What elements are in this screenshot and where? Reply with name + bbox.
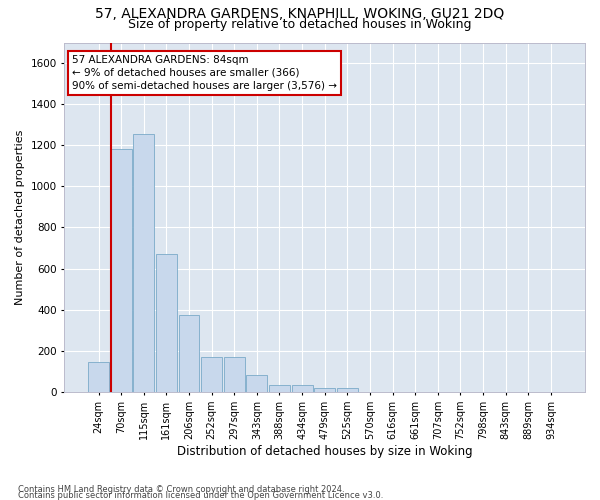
Bar bbox=[179, 315, 199, 392]
Text: Size of property relative to detached houses in Woking: Size of property relative to detached ho… bbox=[128, 18, 472, 31]
Bar bbox=[247, 376, 267, 392]
Bar bbox=[314, 388, 335, 392]
Bar bbox=[133, 134, 154, 392]
Y-axis label: Number of detached properties: Number of detached properties bbox=[15, 130, 25, 305]
Bar bbox=[269, 384, 290, 392]
Bar bbox=[337, 388, 358, 392]
Bar bbox=[156, 254, 177, 392]
Bar bbox=[88, 362, 109, 392]
Text: Contains HM Land Registry data © Crown copyright and database right 2024.: Contains HM Land Registry data © Crown c… bbox=[18, 485, 344, 494]
Bar bbox=[292, 384, 313, 392]
X-axis label: Distribution of detached houses by size in Woking: Distribution of detached houses by size … bbox=[177, 444, 473, 458]
Text: 57, ALEXANDRA GARDENS, KNAPHILL, WOKING, GU21 2DQ: 57, ALEXANDRA GARDENS, KNAPHILL, WOKING,… bbox=[95, 8, 505, 22]
Text: Contains public sector information licensed under the Open Government Licence v3: Contains public sector information licen… bbox=[18, 490, 383, 500]
Bar bbox=[224, 357, 245, 392]
Bar bbox=[201, 357, 222, 392]
Text: 57 ALEXANDRA GARDENS: 84sqm
← 9% of detached houses are smaller (366)
90% of sem: 57 ALEXANDRA GARDENS: 84sqm ← 9% of deta… bbox=[72, 54, 337, 91]
Bar bbox=[111, 150, 131, 392]
